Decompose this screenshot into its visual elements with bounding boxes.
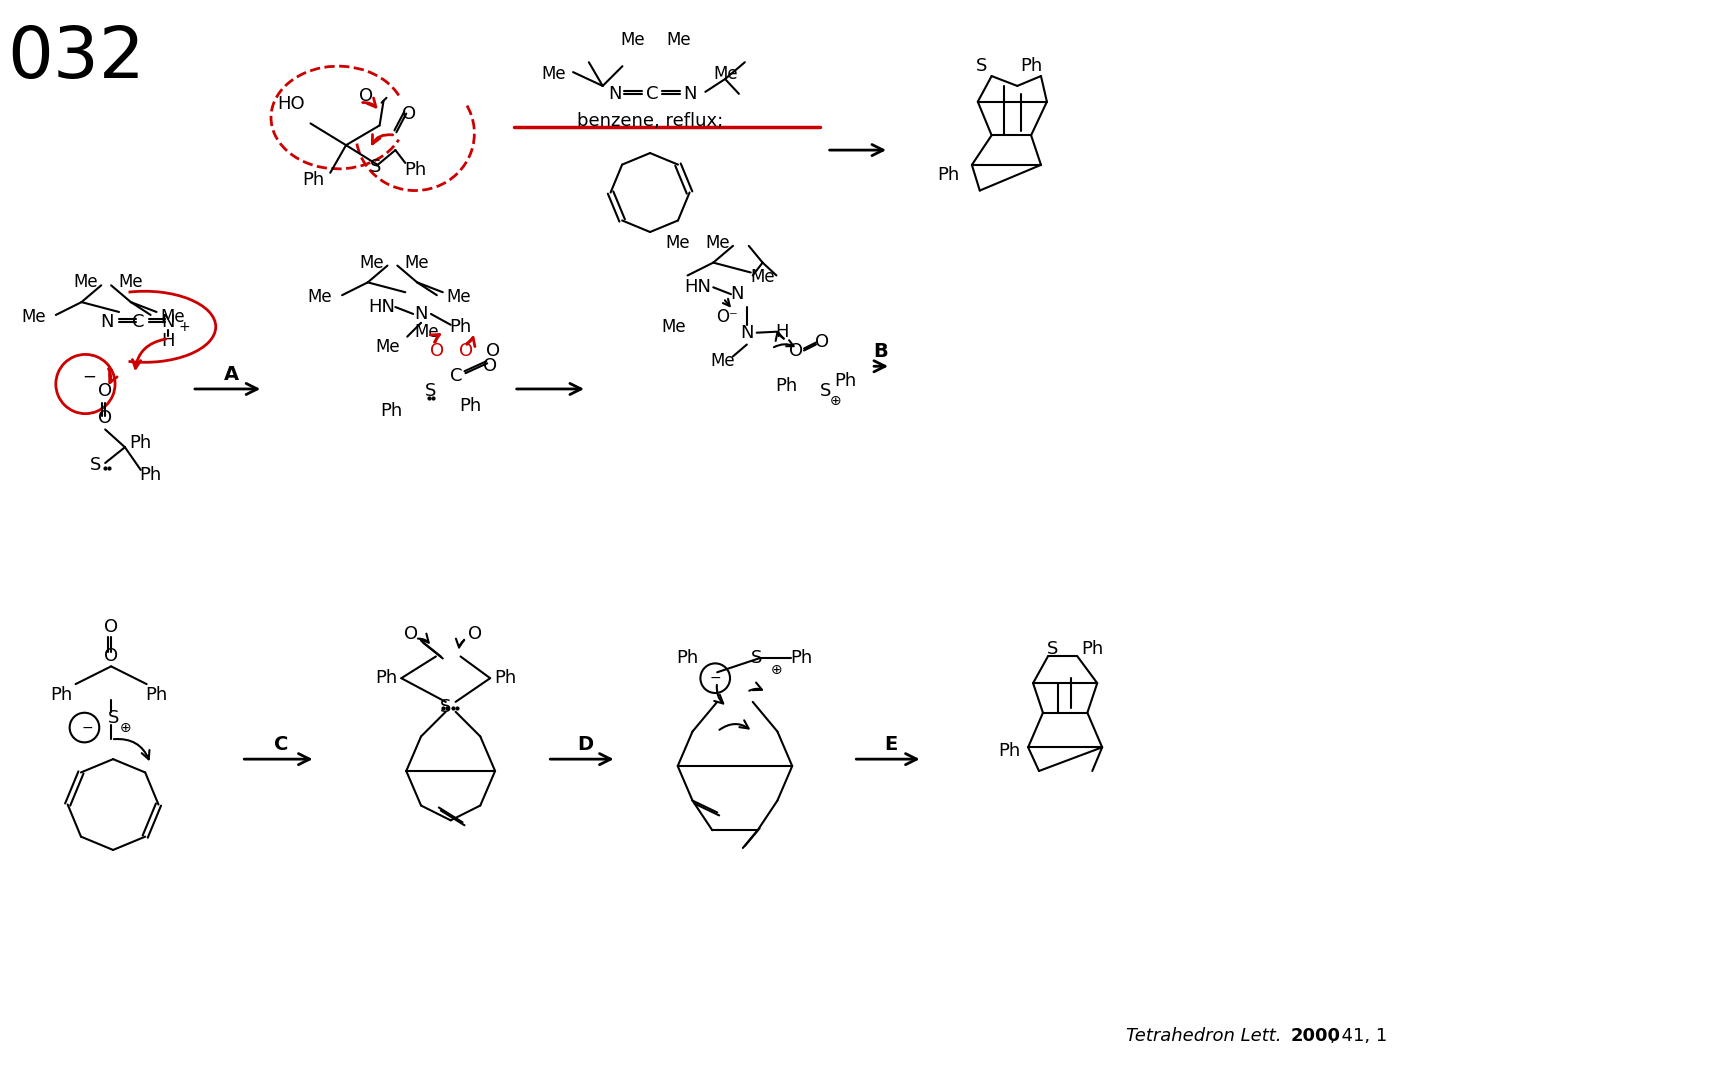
Text: 032: 032 bbox=[7, 24, 145, 93]
Text: Me: Me bbox=[667, 30, 691, 49]
Text: Ph: Ph bbox=[302, 171, 325, 189]
Text: Me: Me bbox=[705, 234, 729, 252]
Text: −: − bbox=[710, 671, 721, 685]
Text: Ph: Ph bbox=[375, 670, 397, 687]
Text: O: O bbox=[816, 333, 829, 351]
Text: Me: Me bbox=[21, 308, 47, 326]
Text: Me: Me bbox=[448, 288, 472, 306]
Text: Me: Me bbox=[541, 65, 565, 83]
Text: Ph: Ph bbox=[999, 742, 1021, 760]
Text: ⊕: ⊕ bbox=[121, 720, 131, 734]
Text: ⊕: ⊕ bbox=[771, 663, 783, 677]
Text: Ph: Ph bbox=[460, 396, 482, 415]
Text: , 41, 1: , 41, 1 bbox=[1331, 1026, 1388, 1044]
Text: O: O bbox=[484, 357, 498, 375]
Text: S: S bbox=[370, 158, 382, 176]
Text: C: C bbox=[133, 313, 145, 330]
Text: Me: Me bbox=[665, 234, 689, 252]
Text: Ph: Ph bbox=[449, 318, 472, 336]
Text: S: S bbox=[90, 456, 100, 474]
Text: O⁻: O⁻ bbox=[715, 308, 738, 326]
Text: benzene, reflux;: benzene, reflux; bbox=[577, 112, 724, 131]
Text: Ph: Ph bbox=[776, 377, 797, 395]
Text: Ph: Ph bbox=[140, 465, 162, 484]
Text: Me: Me bbox=[375, 338, 399, 355]
Text: Ph: Ph bbox=[50, 686, 73, 704]
Text: Ph: Ph bbox=[380, 402, 403, 420]
Text: +: + bbox=[178, 320, 190, 334]
Text: D: D bbox=[577, 734, 593, 754]
Text: S: S bbox=[821, 382, 831, 400]
Text: Ph: Ph bbox=[790, 649, 812, 667]
Text: Me: Me bbox=[308, 288, 332, 306]
Text: E: E bbox=[885, 734, 897, 754]
Text: Me: Me bbox=[73, 273, 98, 292]
Text: S: S bbox=[752, 649, 762, 667]
Text: Ph: Ph bbox=[937, 165, 959, 184]
Text: S: S bbox=[976, 57, 987, 76]
Text: S: S bbox=[1047, 639, 1059, 658]
Text: Ph: Ph bbox=[1020, 57, 1042, 76]
Text: O: O bbox=[403, 105, 416, 122]
Text: O: O bbox=[104, 648, 118, 665]
Text: Ph: Ph bbox=[130, 434, 152, 453]
Text: N: N bbox=[731, 285, 743, 303]
Text: O: O bbox=[404, 624, 418, 643]
Text: Me: Me bbox=[710, 352, 736, 370]
Text: A: A bbox=[225, 365, 238, 383]
Text: O: O bbox=[468, 624, 482, 643]
Text: C: C bbox=[451, 367, 463, 386]
Text: Ph: Ph bbox=[494, 670, 517, 687]
Text: HN: HN bbox=[368, 298, 396, 316]
Text: N: N bbox=[415, 305, 429, 323]
Text: B: B bbox=[874, 342, 888, 361]
Text: O: O bbox=[460, 342, 473, 361]
Text: −: − bbox=[83, 367, 97, 386]
Text: ⊕: ⊕ bbox=[829, 394, 842, 408]
Text: H: H bbox=[776, 323, 790, 340]
Text: O: O bbox=[104, 618, 118, 636]
Text: O: O bbox=[98, 382, 112, 400]
Text: Ph: Ph bbox=[676, 649, 698, 667]
Text: Tetrahedron Lett.: Tetrahedron Lett. bbox=[1127, 1026, 1282, 1044]
Text: 2000: 2000 bbox=[1291, 1026, 1341, 1044]
Text: O: O bbox=[98, 408, 112, 427]
Text: O: O bbox=[486, 342, 499, 361]
Text: C: C bbox=[273, 734, 289, 754]
Text: S: S bbox=[441, 698, 451, 716]
Text: O: O bbox=[790, 342, 804, 361]
Text: Me: Me bbox=[404, 254, 430, 272]
Text: N: N bbox=[608, 85, 622, 103]
Text: Me: Me bbox=[620, 30, 645, 49]
Text: O: O bbox=[359, 86, 373, 105]
Text: HN: HN bbox=[684, 279, 710, 296]
Text: Me: Me bbox=[359, 254, 384, 272]
Text: Ph: Ph bbox=[145, 686, 168, 704]
Text: Me: Me bbox=[161, 308, 185, 326]
Text: HO: HO bbox=[276, 95, 304, 112]
Text: N: N bbox=[162, 313, 175, 330]
Text: N: N bbox=[683, 85, 696, 103]
Text: −: − bbox=[81, 720, 93, 734]
Text: S: S bbox=[107, 708, 119, 727]
Text: Me: Me bbox=[415, 323, 439, 340]
Text: Me: Me bbox=[119, 273, 143, 292]
Text: O: O bbox=[430, 342, 444, 361]
Text: S: S bbox=[425, 382, 437, 400]
Text: Ph: Ph bbox=[404, 161, 427, 179]
Text: Me: Me bbox=[714, 65, 738, 83]
Text: C: C bbox=[646, 85, 658, 103]
Text: Me: Me bbox=[662, 318, 686, 336]
Text: N: N bbox=[740, 324, 753, 341]
Text: Ph: Ph bbox=[1082, 639, 1104, 658]
Text: N: N bbox=[100, 313, 114, 330]
Text: Me: Me bbox=[750, 269, 774, 286]
Text: Ph: Ph bbox=[835, 373, 857, 390]
Text: H: H bbox=[162, 332, 175, 350]
